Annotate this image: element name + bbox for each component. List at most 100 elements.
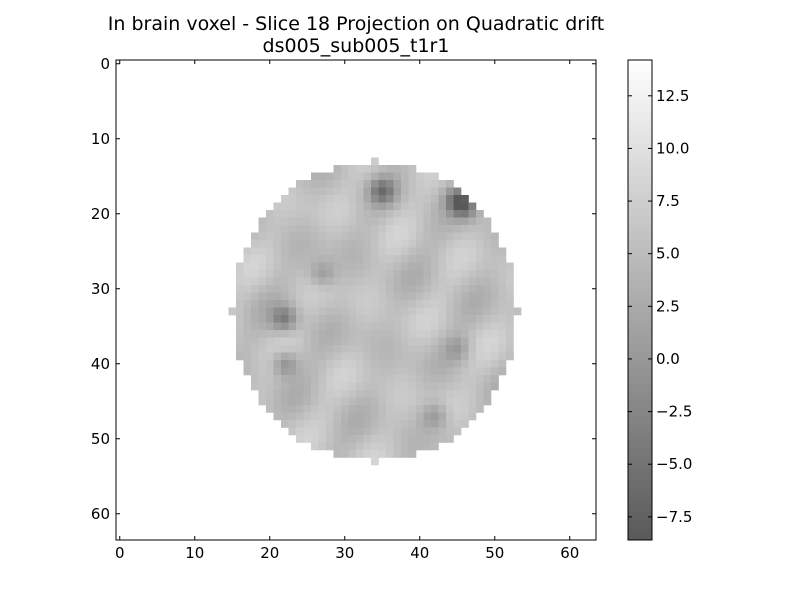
heatmap-cell <box>378 435 387 443</box>
heatmap-cell <box>416 330 424 338</box>
colorbar-strip <box>628 104 652 109</box>
heatmap-cell <box>326 187 334 196</box>
heatmap-cell <box>408 345 417 353</box>
x-axis: 0 10 20 30 40 50 60 <box>115 60 579 562</box>
heatmap-cell <box>311 322 319 331</box>
heatmap-cell <box>273 300 282 308</box>
heatmap-cell <box>386 300 394 308</box>
heatmap-cell <box>288 307 297 316</box>
colorbar-strip <box>628 420 652 425</box>
heatmap-cell <box>273 277 282 286</box>
heatmap-cell <box>303 292 312 301</box>
heatmap-cell <box>356 427 364 436</box>
heatmap-cell <box>378 360 387 368</box>
heatmap-cell <box>258 360 267 368</box>
heatmap-cell <box>296 247 304 256</box>
heatmap-cell <box>311 397 319 406</box>
heatmap-cell <box>363 427 372 436</box>
heatmap-cell <box>506 307 514 316</box>
heatmap-cell <box>476 225 484 233</box>
heatmap-cell <box>408 187 417 196</box>
heatmap-cell <box>273 232 282 241</box>
colorbar-strip <box>628 284 652 289</box>
heatmap-cell <box>461 262 469 271</box>
heatmap-cell <box>416 322 424 331</box>
heatmap-cell <box>303 247 312 256</box>
heatmap-cell <box>288 405 297 413</box>
heatmap-cell <box>386 382 394 391</box>
heatmap-cell <box>371 405 379 413</box>
heatmap-cell <box>318 405 327 413</box>
heatmap-cell <box>273 270 282 278</box>
heatmap-cell <box>348 315 357 323</box>
heatmap-cell <box>296 390 304 398</box>
heatmap-cell <box>386 345 394 353</box>
heatmap-cell <box>408 300 417 308</box>
heatmap-cell <box>326 307 334 316</box>
heatmap-cell <box>318 337 327 346</box>
heatmap-cell <box>483 247 492 256</box>
heatmap-cell <box>453 292 462 301</box>
colorbar-tick-label: 0.0 <box>656 350 680 368</box>
heatmap-cell <box>318 240 327 248</box>
colorbar-strip <box>628 400 652 405</box>
heatmap-cell <box>453 367 462 376</box>
heatmap-cell <box>483 330 492 338</box>
heatmap-cell <box>281 262 289 271</box>
heatmap-cell <box>341 225 349 233</box>
heatmap-cell <box>431 292 439 301</box>
heatmap-cell <box>273 285 282 293</box>
heatmap-cell <box>393 405 402 413</box>
heatmap-cell <box>431 300 439 308</box>
heatmap-cell <box>288 420 297 428</box>
heatmap-cell <box>318 345 327 353</box>
heatmap-cell <box>311 360 319 368</box>
heatmap-cell <box>393 390 402 398</box>
heatmap-cell <box>341 195 349 203</box>
heatmap-cell <box>326 277 334 286</box>
colorbar-strip <box>628 320 652 325</box>
heatmap-cell <box>401 352 409 361</box>
heatmap-cell <box>408 427 417 436</box>
heatmap-cell <box>401 165 409 173</box>
heatmap-cell <box>378 300 387 308</box>
heatmap-cell <box>251 330 259 338</box>
heatmap-cell <box>288 345 297 353</box>
colorbar-strip <box>628 444 652 449</box>
heatmap-cell <box>386 360 394 368</box>
heatmap-cell <box>416 427 424 436</box>
heatmap-cell <box>273 382 282 391</box>
heatmap-cell <box>386 405 394 413</box>
heatmap-cell <box>296 210 304 218</box>
heatmap-cell <box>303 390 312 398</box>
heatmap-cell <box>348 180 357 188</box>
heatmap-cell <box>468 225 477 233</box>
heatmap-cell <box>386 442 394 451</box>
heatmap-cell <box>506 300 514 308</box>
heatmap-cell <box>431 202 439 211</box>
heatmap-cell <box>236 277 244 286</box>
heatmap-cell <box>288 412 297 421</box>
heatmap-cell <box>378 277 387 286</box>
heatmap-cell <box>333 397 342 406</box>
colorbar-strip <box>628 324 652 329</box>
heatmap-cell <box>363 270 372 278</box>
heatmap-cell <box>251 232 259 241</box>
heatmap-cell <box>348 300 357 308</box>
heatmap-cell <box>468 375 477 383</box>
heatmap-cell <box>258 382 267 391</box>
heatmap-cell <box>333 390 342 398</box>
heatmap-cell <box>453 195 462 203</box>
heatmap-cell <box>371 427 379 436</box>
heatmap-cell <box>446 255 454 263</box>
heatmap-cell <box>341 292 349 301</box>
heatmap-cell <box>333 172 342 181</box>
heatmap-cell <box>311 210 319 218</box>
heatmap-cell <box>468 232 477 241</box>
heatmap-cell <box>288 285 297 293</box>
heatmap-cell <box>446 322 454 331</box>
heatmap-cell <box>311 292 319 301</box>
colorbar-strip <box>628 216 652 221</box>
heatmap-cell <box>438 375 447 383</box>
heatmap-cell <box>311 232 319 241</box>
